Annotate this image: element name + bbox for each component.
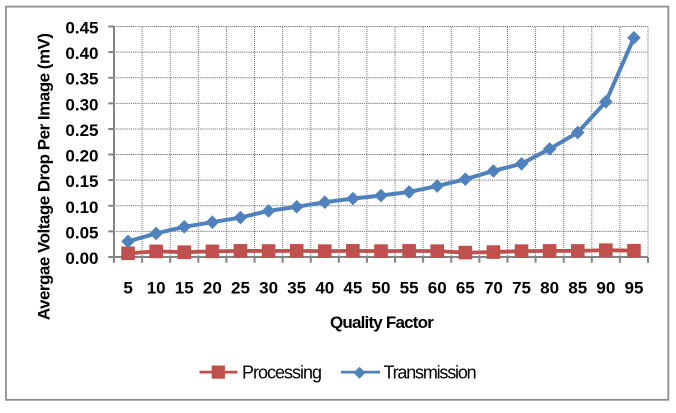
svg-text:0.15: 0.15 xyxy=(65,172,98,191)
svg-text:70: 70 xyxy=(484,279,503,298)
svg-text:90: 90 xyxy=(596,279,615,298)
svg-text:0.25: 0.25 xyxy=(65,121,98,140)
svg-text:35: 35 xyxy=(287,279,306,298)
svg-text:0.10: 0.10 xyxy=(65,198,98,217)
svg-text:20: 20 xyxy=(203,279,222,298)
svg-text:40: 40 xyxy=(315,279,334,298)
svg-text:95: 95 xyxy=(624,279,643,298)
svg-text:5: 5 xyxy=(123,279,132,298)
svg-text:75: 75 xyxy=(512,279,531,298)
svg-text:0.40: 0.40 xyxy=(65,44,98,63)
svg-text:10: 10 xyxy=(147,279,166,298)
svg-text:25: 25 xyxy=(231,279,250,298)
svg-text:60: 60 xyxy=(428,279,447,298)
svg-text:Quality Factor: Quality Factor xyxy=(330,313,434,332)
svg-text:Processing: Processing xyxy=(242,362,321,382)
svg-text:0.00: 0.00 xyxy=(65,249,98,268)
svg-text:0.45: 0.45 xyxy=(65,19,98,38)
svg-text:0.20: 0.20 xyxy=(65,147,98,166)
svg-text:65: 65 xyxy=(456,279,475,298)
svg-text:85: 85 xyxy=(568,279,587,298)
svg-text:80: 80 xyxy=(540,279,559,298)
svg-text:0.35: 0.35 xyxy=(65,70,98,89)
svg-text:Transmission: Transmission xyxy=(384,362,476,382)
svg-text:30: 30 xyxy=(259,279,278,298)
svg-text:0.30: 0.30 xyxy=(65,95,98,114)
svg-text:45: 45 xyxy=(343,279,362,298)
svg-text:0.05: 0.05 xyxy=(65,223,98,242)
svg-text:50: 50 xyxy=(372,279,391,298)
svg-text:15: 15 xyxy=(175,279,194,298)
svg-text:55: 55 xyxy=(400,279,419,298)
svg-text:Avergae Voltage Drop Per Image: Avergae Voltage Drop Per Image (mV) xyxy=(35,33,54,320)
